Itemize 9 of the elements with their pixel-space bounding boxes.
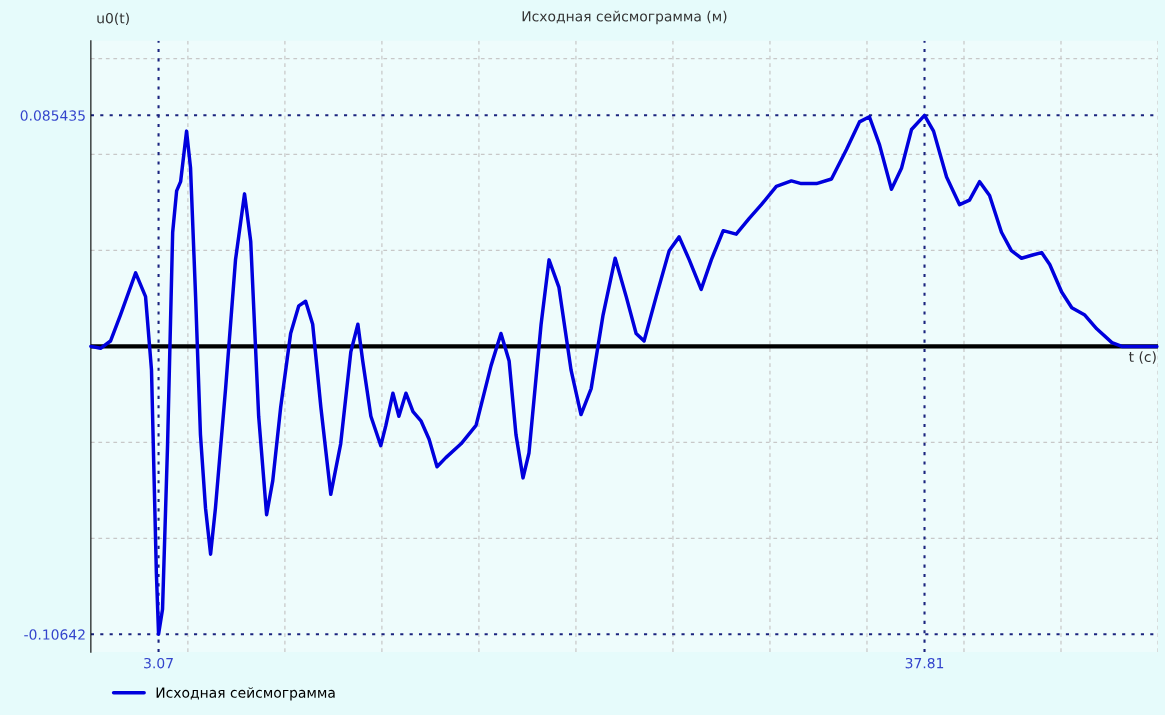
x-axis-title: t (c): [1128, 351, 1156, 364]
chart-title: Исходная сейсмограмма (м): [522, 10, 727, 25]
y-axis-title: u0(t): [97, 12, 129, 26]
legend-label: Исходная сейсмограмма: [156, 687, 335, 701]
x-tick-label: 3.07: [144, 657, 173, 669]
line-series: [89, 113, 1159, 636]
y-tick-label: 0.085435: [20, 110, 85, 121]
x-tick-label: 37.81: [905, 657, 944, 669]
y-tick-label: -0.10642: [24, 629, 85, 640]
